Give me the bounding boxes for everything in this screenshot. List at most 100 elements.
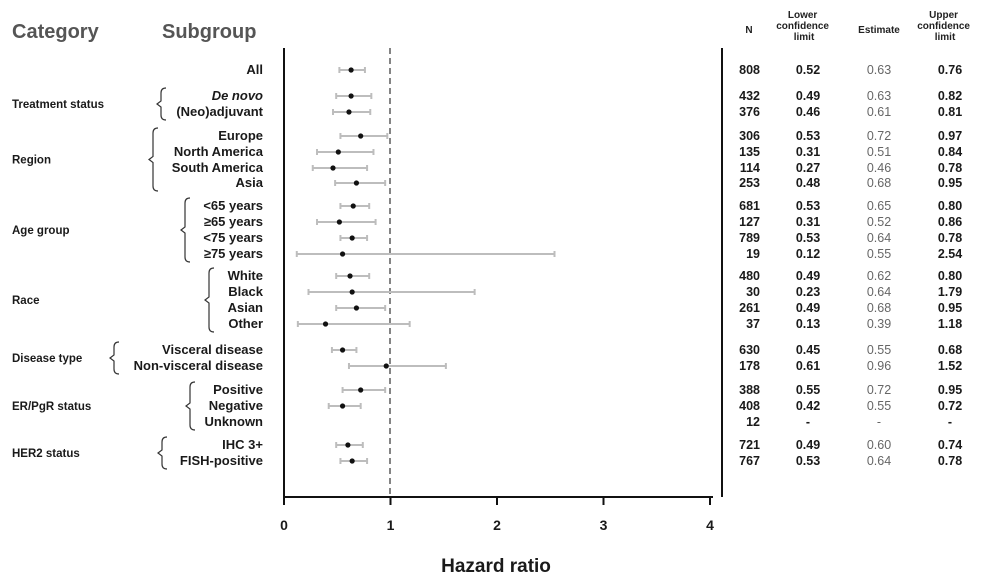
estimate-point bbox=[349, 289, 355, 295]
x-tick-label: 2 bbox=[493, 517, 501, 533]
category-bracket bbox=[156, 87, 167, 121]
estimate-value: 0.64 bbox=[867, 231, 891, 245]
upper-limit-value: 1.79 bbox=[938, 285, 962, 299]
lower-limit-value: 0.23 bbox=[796, 285, 820, 299]
subgroup-label: Asian bbox=[228, 300, 263, 315]
n-value: 376 bbox=[739, 105, 760, 119]
category-label: HER2 status bbox=[12, 448, 80, 460]
estimate-point bbox=[339, 347, 346, 353]
upper-limit-header: Upper confidence limit bbox=[917, 10, 973, 43]
x-tick-label: 0 bbox=[280, 517, 288, 533]
upper-limit-value: 0.72 bbox=[938, 399, 962, 413]
estimate-point bbox=[353, 305, 360, 311]
n-value: 789 bbox=[739, 231, 760, 245]
estimate-value: 0.61 bbox=[867, 105, 891, 119]
estimate-point bbox=[330, 165, 336, 171]
lower-limit-value: 0.53 bbox=[796, 454, 820, 468]
estimate-point bbox=[383, 363, 389, 369]
category-label: Disease type bbox=[12, 353, 82, 365]
estimate-point bbox=[335, 149, 341, 155]
n-value: 408 bbox=[739, 399, 760, 413]
x-axis-label: Hazard ratio bbox=[441, 556, 551, 575]
lower-limit-value: 0.46 bbox=[796, 105, 820, 119]
estimate-value: 0.55 bbox=[867, 399, 891, 413]
n-value: 261 bbox=[739, 301, 760, 315]
lower-limit-value: 0.49 bbox=[796, 269, 820, 283]
estimate-point bbox=[322, 321, 329, 327]
subgroup-label: Non-visceral disease bbox=[134, 358, 263, 373]
n-value: 253 bbox=[739, 176, 760, 190]
category-bracket bbox=[180, 197, 191, 263]
estimate-value: 0.46 bbox=[867, 161, 891, 175]
estimate-point bbox=[345, 442, 351, 448]
lower-limit-value: 0.53 bbox=[796, 231, 820, 245]
lower-limit-value: 0.55 bbox=[796, 383, 820, 397]
estimate-value: 0.64 bbox=[867, 285, 891, 299]
subgroup-label: All bbox=[246, 62, 263, 77]
category-label: Region bbox=[12, 155, 51, 167]
lower-limit-value: 0.61 bbox=[796, 359, 820, 373]
upper-limit-value: 0.80 bbox=[938, 199, 962, 213]
category-bracket bbox=[148, 127, 159, 192]
subgroup-label: Europe bbox=[218, 128, 263, 143]
estimate-point bbox=[348, 67, 354, 73]
subgroup-label: ≥75 years bbox=[204, 246, 263, 261]
category-label: Age group bbox=[12, 225, 70, 237]
upper-limit-value: 0.82 bbox=[938, 89, 962, 103]
subgroup-header: Subgroup bbox=[162, 21, 256, 43]
lower-limit-value: 0.48 bbox=[796, 176, 820, 190]
lower-limit-value: 0.31 bbox=[796, 215, 820, 229]
subgroup-label: FISH-positive bbox=[180, 453, 263, 468]
n-value: 630 bbox=[739, 343, 760, 357]
upper-limit-value: 1.52 bbox=[938, 359, 962, 373]
estimate-point bbox=[353, 180, 360, 186]
lower-limit-value: 0.53 bbox=[796, 129, 820, 143]
upper-limit-value: 0.74 bbox=[938, 438, 962, 452]
subgroup-label: Black bbox=[228, 284, 263, 299]
subgroup-label: De novo bbox=[212, 88, 263, 103]
n-value: 30 bbox=[746, 285, 760, 299]
subgroup-label: <65 years bbox=[203, 198, 263, 213]
estimate-value: 0.63 bbox=[867, 89, 891, 103]
subgroup-label: Negative bbox=[209, 398, 263, 413]
upper-limit-value: 0.80 bbox=[938, 269, 962, 283]
upper-limit-header-line: limit bbox=[935, 32, 956, 43]
x-tick-label: 1 bbox=[387, 517, 395, 533]
estimate-point bbox=[336, 219, 342, 225]
n-value: 135 bbox=[739, 145, 760, 159]
upper-limit-value: 0.95 bbox=[938, 301, 962, 315]
category-header: Category bbox=[12, 21, 100, 43]
n-value: 721 bbox=[739, 438, 760, 452]
estimate-value: 0.72 bbox=[867, 383, 891, 397]
estimate-point bbox=[350, 203, 356, 209]
lower-limit-value: 0.49 bbox=[796, 438, 820, 452]
n-value: 37 bbox=[746, 317, 760, 331]
subgroup-label: Asia bbox=[236, 175, 264, 190]
upper-limit-header-line: Upper bbox=[929, 10, 958, 21]
lower-limit-value: 0.13 bbox=[796, 317, 820, 331]
n-value: 681 bbox=[739, 199, 760, 213]
n-value: 114 bbox=[740, 161, 760, 175]
n-value: 432 bbox=[739, 89, 760, 103]
estimate-point bbox=[347, 273, 353, 279]
category-label: Treatment status bbox=[12, 99, 104, 111]
upper-limit-value: - bbox=[948, 415, 952, 429]
estimate-point bbox=[349, 235, 355, 241]
estimate-point bbox=[346, 109, 352, 115]
estimate-point bbox=[349, 458, 355, 464]
estimate-value: 0.96 bbox=[867, 359, 891, 373]
category-label: Race bbox=[12, 295, 40, 307]
upper-limit-value: 0.84 bbox=[938, 145, 962, 159]
n-value: 127 bbox=[739, 215, 760, 229]
estimate-value: 0.64 bbox=[867, 454, 891, 468]
lower-limit-value: 0.31 bbox=[796, 145, 820, 159]
n-value: 12 bbox=[746, 415, 760, 429]
upper-limit-value: 0.68 bbox=[938, 343, 962, 357]
subgroup-label: Unknown bbox=[205, 414, 264, 429]
estimate-value: - bbox=[877, 415, 881, 429]
estimate-value: 0.65 bbox=[867, 199, 891, 213]
lower-limit-value: 0.27 bbox=[796, 161, 820, 175]
lower-limit-value: 0.42 bbox=[796, 399, 820, 413]
subgroup-label: <75 years bbox=[203, 230, 263, 245]
